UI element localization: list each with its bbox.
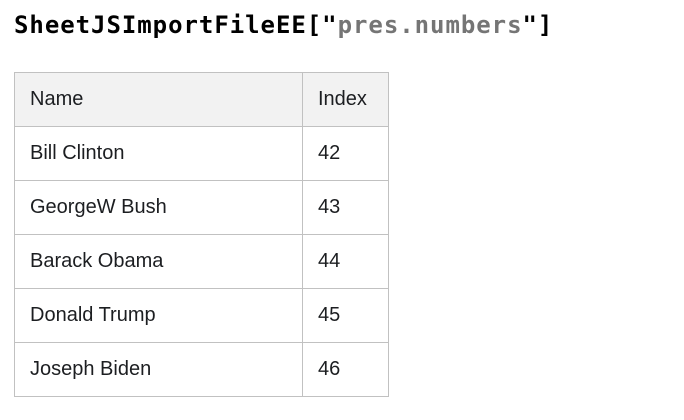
presidents-table: Name Index Bill Clinton 42 GeorgeW Bush …	[14, 72, 389, 397]
cell-index: 46	[302, 342, 389, 397]
column-header-name: Name	[14, 72, 303, 127]
cell-name: GeorgeW Bush	[14, 180, 303, 235]
cell-name: Barack Obama	[14, 234, 303, 289]
cell-name: Donald Trump	[14, 288, 303, 343]
table-row: Bill Clinton 42	[14, 126, 389, 181]
cell-name: Joseph Biden	[14, 342, 303, 397]
worksheet-name: pres.numbers	[337, 11, 523, 39]
table-row: GeorgeW Bush 43	[14, 180, 389, 235]
page: SheetJSImportFileEE["pres.numbers"] Name…	[14, 8, 684, 397]
table-header-row: Name Index	[14, 72, 389, 127]
cell-index: 44	[302, 234, 389, 289]
table-row: Joseph Biden 46	[14, 342, 389, 397]
cell-index: 42	[302, 126, 389, 181]
table-row: Barack Obama 44	[14, 234, 389, 289]
worksheet-title-prefix: SheetJSImportFileEE["	[14, 11, 338, 39]
worksheet-title-code: SheetJSImportFileEE["pres.numbers"]	[14, 8, 684, 42]
cell-index: 45	[302, 288, 389, 343]
cell-name: Bill Clinton	[14, 126, 303, 181]
cell-index: 43	[302, 180, 389, 235]
table-row: Donald Trump 45	[14, 288, 389, 343]
column-header-index: Index	[302, 72, 389, 127]
worksheet-title-suffix: "]	[522, 11, 554, 39]
